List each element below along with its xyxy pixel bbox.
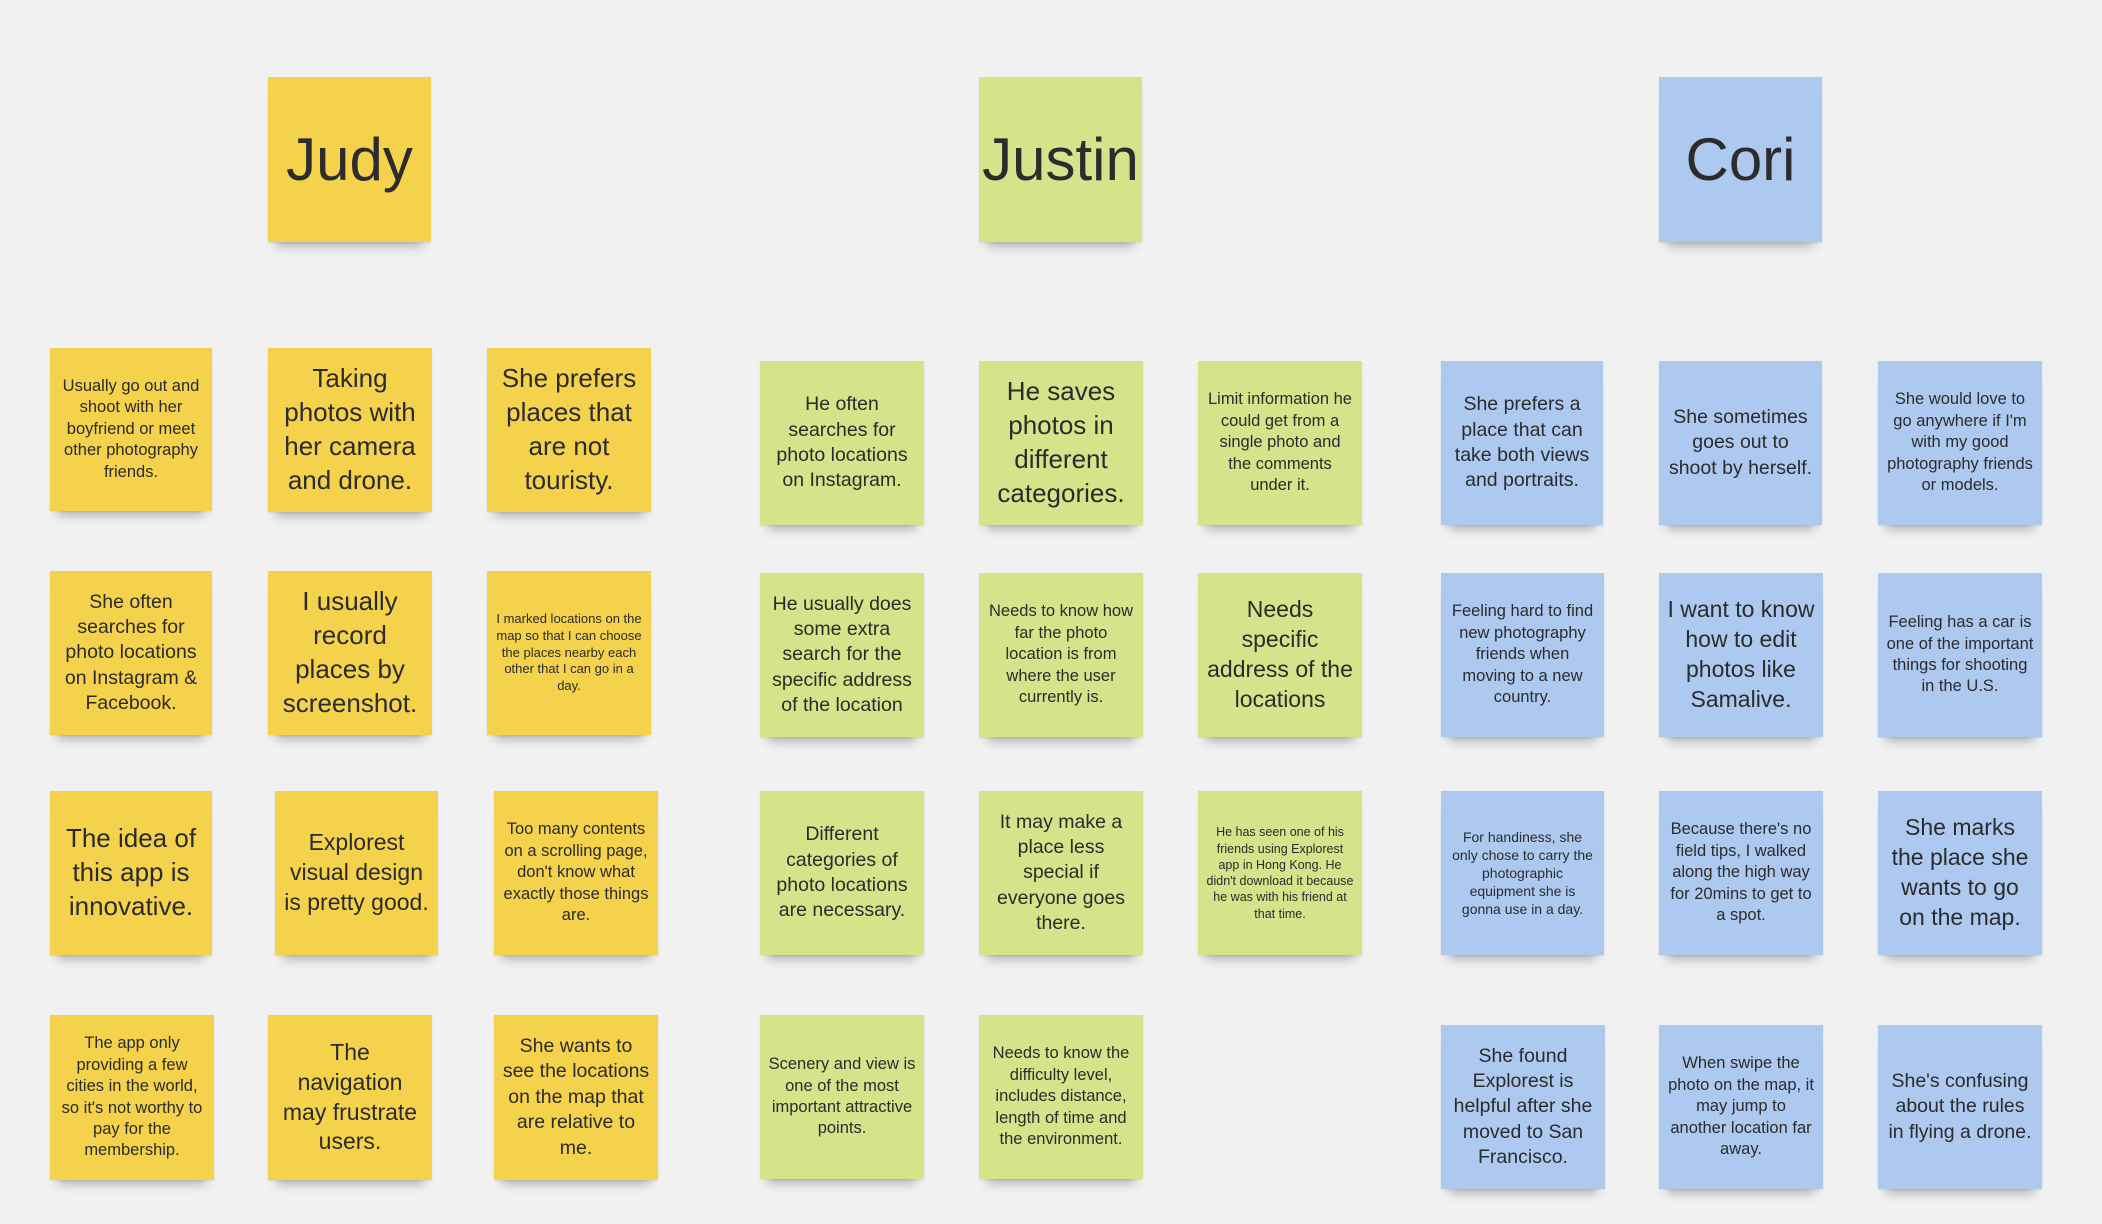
note-text: It may make a place less special if ever… bbox=[997, 810, 1125, 935]
note-text: Needs specific address of the locations bbox=[1207, 596, 1353, 712]
note-text: The idea of this app is innovative. bbox=[65, 823, 197, 921]
sticky-note-cori[interactable]: She's confusing about the rules in flyin… bbox=[1878, 1025, 2042, 1189]
note-text: I usually record places by screenshot. bbox=[282, 586, 418, 718]
note-text: She wants to see the locations on the ma… bbox=[502, 1035, 650, 1159]
note-text: He often searches for photo locations on… bbox=[776, 393, 908, 492]
sticky-note-judy[interactable]: I usually record places by screenshot. bbox=[268, 571, 432, 735]
note-text: Usually go out and shoot with her boyfri… bbox=[62, 376, 200, 481]
note-text: I want to know how to edit photos like S… bbox=[1667, 596, 1815, 712]
sticky-note-justin[interactable]: Different categories of photo locations … bbox=[760, 791, 924, 955]
note-text: Different categories of photo locations … bbox=[776, 823, 908, 922]
sticky-note-justin[interactable]: He often searches for photo locations on… bbox=[760, 361, 924, 525]
sticky-note-cori[interactable]: For handiness, she only chose to carry t… bbox=[1441, 791, 1604, 955]
header-label: Cori bbox=[1685, 125, 1796, 193]
sticky-note-cori[interactable]: I want to know how to edit photos like S… bbox=[1659, 573, 1823, 737]
sticky-note-cori[interactable]: She marks the place she wants to go on t… bbox=[1878, 791, 2042, 955]
note-text: Because there's no field tips, I walked … bbox=[1670, 820, 1812, 925]
sticky-note-judy[interactable]: I marked locations on the map so that I … bbox=[487, 571, 651, 735]
sticky-note-justin[interactable]: Needs to know how far the photo location… bbox=[979, 573, 1143, 737]
sticky-note-cori[interactable]: She prefers a place that can take both v… bbox=[1441, 361, 1603, 525]
note-text: He saves photos in different categories. bbox=[997, 376, 1125, 508]
sticky-note-cori[interactable]: Because there's no field tips, I walked … bbox=[1659, 791, 1823, 955]
header-note-cori[interactable]: Cori bbox=[1659, 77, 1822, 242]
sticky-note-judy[interactable]: She often searches for photo locations o… bbox=[50, 571, 212, 735]
note-text: Explorest visual design is pretty good. bbox=[284, 829, 429, 915]
header-note-judy[interactable]: Judy bbox=[268, 77, 431, 242]
sticky-note-cori[interactable]: When swipe the photo on the map, it may … bbox=[1659, 1025, 1823, 1189]
sticky-note-judy[interactable]: The idea of this app is innovative. bbox=[50, 791, 212, 955]
sticky-note-justin[interactable]: Needs to know the difficulty level, incl… bbox=[979, 1015, 1143, 1179]
note-text: I marked locations on the map so that I … bbox=[496, 610, 642, 694]
sticky-note-cori[interactable]: Feeling has a car is one of the importan… bbox=[1878, 573, 2042, 737]
sticky-note-judy[interactable]: The app only providing a few cities in t… bbox=[50, 1015, 214, 1180]
header-label: Judy bbox=[286, 125, 413, 193]
note-text: Scenery and view is one of the most impo… bbox=[768, 1055, 916, 1138]
note-text: Feeling has a car is one of the importan… bbox=[1886, 613, 2034, 696]
note-text: She sometimes goes out to shoot by herse… bbox=[1668, 405, 1813, 479]
header-note-justin[interactable]: Justin bbox=[979, 77, 1142, 242]
sticky-note-justin[interactable]: He has seen one of his friends using Exp… bbox=[1198, 791, 1362, 955]
sticky-note-judy[interactable]: Too many contents on a scrolling page, d… bbox=[494, 791, 658, 955]
note-text: When swipe the photo on the map, it may … bbox=[1668, 1054, 1814, 1159]
note-text: Feeling hard to find new photography fri… bbox=[1451, 602, 1594, 707]
sticky-note-justin[interactable]: He usually does some extra search for th… bbox=[760, 573, 924, 737]
note-text: She found Explorest is helpful after she… bbox=[1453, 1044, 1593, 1169]
sticky-note-cori[interactable]: She would love to go anywhere if I'm wit… bbox=[1878, 361, 2042, 525]
sticky-note-judy[interactable]: She prefers places that are not touristy… bbox=[487, 348, 651, 512]
note-text: The navigation may frustrate users. bbox=[282, 1038, 418, 1155]
sticky-note-judy[interactable]: Taking photos with her camera and drone. bbox=[268, 348, 432, 512]
note-text: Too many contents on a scrolling page, d… bbox=[503, 820, 649, 925]
sticky-note-judy[interactable]: She wants to see the locations on the ma… bbox=[494, 1015, 658, 1180]
sticky-note-justin[interactable]: It may make a place less special if ever… bbox=[979, 791, 1143, 955]
sticky-note-cori[interactable]: She found Explorest is helpful after she… bbox=[1441, 1025, 1605, 1189]
note-text: Taking photos with her camera and drone. bbox=[284, 363, 416, 495]
note-text: She prefers places that are not touristy… bbox=[501, 363, 637, 495]
sticky-note-judy[interactable]: The navigation may frustrate users. bbox=[268, 1015, 432, 1180]
note-text: She's confusing about the rules in flyin… bbox=[1888, 1069, 2032, 1143]
note-text: He usually does some extra search for th… bbox=[772, 592, 912, 717]
sticky-note-justin[interactable]: Needs specific address of the locations bbox=[1198, 573, 1362, 737]
sticky-note-justin[interactable]: He saves photos in different categories. bbox=[979, 361, 1143, 525]
note-text: The app only providing a few cities in t… bbox=[61, 1034, 203, 1160]
note-text: Limit information he could get from a si… bbox=[1208, 390, 1352, 495]
sticky-note-cori[interactable]: She sometimes goes out to shoot by herse… bbox=[1659, 361, 1822, 525]
note-text: He has seen one of his friends using Exp… bbox=[1206, 825, 1354, 921]
sticky-note-judy[interactable]: Explorest visual design is pretty good. bbox=[275, 791, 438, 955]
note-text: She marks the place she wants to go on t… bbox=[1891, 814, 2029, 930]
note-text: She would love to go anywhere if I'm wit… bbox=[1887, 390, 2033, 495]
sticky-note-cori[interactable]: Feeling hard to find new photography fri… bbox=[1441, 573, 1604, 737]
sticky-note-justin[interactable]: Scenery and view is one of the most impo… bbox=[760, 1015, 924, 1179]
note-text: She often searches for photo locations o… bbox=[64, 590, 198, 715]
note-text: For handiness, she only chose to carry t… bbox=[1452, 828, 1593, 918]
sticky-note-judy[interactable]: Usually go out and shoot with her boyfri… bbox=[50, 348, 212, 511]
note-text: Needs to know the difficulty level, incl… bbox=[992, 1044, 1130, 1149]
note-text: She prefers a place that can take both v… bbox=[1454, 393, 1590, 492]
sticky-note-justin[interactable]: Limit information he could get from a si… bbox=[1198, 361, 1362, 525]
note-text: Needs to know how far the photo location… bbox=[989, 602, 1133, 707]
header-label: Justin bbox=[982, 125, 1139, 193]
